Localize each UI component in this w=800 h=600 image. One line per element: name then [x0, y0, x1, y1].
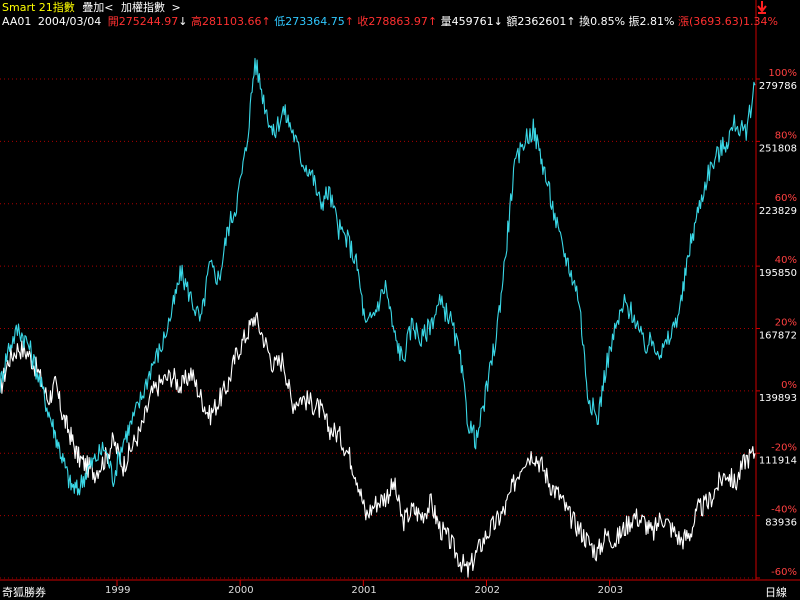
primary-series-line — [0, 312, 756, 578]
axes — [0, 0, 800, 586]
y-pct-label: 40% — [775, 255, 797, 266]
index-title[interactable]: Smart 21指數 — [2, 1, 75, 14]
y-value-label: 279786 — [759, 81, 797, 92]
y-pct-label: -40% — [771, 505, 797, 516]
corner-arrow-icon[interactable] — [756, 0, 768, 14]
high-value: 高281103.66 — [190, 15, 262, 28]
down-arrow-icon: ↓ — [178, 15, 188, 28]
y-pct-label: 0% — [781, 380, 797, 391]
down-arrow-icon: ↓ — [493, 15, 503, 28]
y-value-label: 167872 — [759, 331, 797, 342]
overlay-label: 疊加< — [82, 1, 114, 14]
turnover-value: 換0.85% — [579, 15, 626, 28]
y-value-label: 251808 — [759, 143, 797, 154]
y-pct-label: 100% — [768, 68, 797, 79]
up-arrow-icon: ↑ — [427, 15, 438, 28]
period-label[interactable]: 日線 — [765, 586, 787, 599]
up-arrow-icon: ↑ — [261, 15, 271, 28]
up-arrow-icon: ↑ — [344, 15, 354, 28]
amplitude-value: 振2.81% — [628, 15, 675, 28]
change-value: 漲(3693.63)1.34% — [677, 15, 778, 28]
code-label: AA01 — [2, 15, 32, 28]
header-row-2: AA01 2004/03/04 開275244.97↓ 高281103.66↑ … — [2, 15, 778, 28]
overlay-series-line — [0, 57, 756, 496]
x-tick-label: 2003 — [597, 585, 624, 596]
overlay-name[interactable]: 加權指數 — [121, 1, 165, 14]
open-value: 開275244.97 — [107, 15, 179, 28]
header-row-1: Smart 21指數 疊加< 加權指數 > — [2, 1, 181, 14]
amount-value: 額2362601 — [506, 15, 567, 28]
y-value-label: 83936 — [765, 518, 797, 529]
y-value-label: 139893 — [759, 393, 797, 404]
y-value-label: 195850 — [759, 268, 797, 279]
y-pct-label: -60% — [771, 567, 797, 578]
x-tick-label: 2002 — [474, 585, 500, 596]
y-pct-label: -20% — [771, 442, 797, 453]
x-tick-label: 1999 — [105, 585, 131, 596]
close-value: 收278863.97 — [357, 15, 428, 28]
overlay-close: > — [171, 1, 181, 14]
low-value: 低273364.75 — [274, 15, 345, 28]
y-pct-label: 80% — [775, 130, 797, 141]
broker-label: 奇狐勝券 — [2, 586, 46, 599]
date-label: 2004/03/04 — [37, 15, 102, 28]
y-value-label: 111914 — [759, 455, 797, 466]
series-layer — [0, 57, 756, 578]
y-value-label: 223829 — [759, 206, 797, 217]
y-pct-label: 20% — [775, 318, 797, 329]
y-axis-labels: 100% 80% 60% 40% 20% 0% -20% -40% -60% 279786 2518… — [759, 68, 797, 578]
volume-value: 量459761 — [440, 15, 494, 28]
up-arrow-icon: ↑ — [566, 15, 576, 28]
x-tick-label: 2001 — [351, 585, 377, 596]
x-tick-label: 2000 — [228, 585, 254, 596]
y-pct-label: 60% — [775, 193, 797, 204]
